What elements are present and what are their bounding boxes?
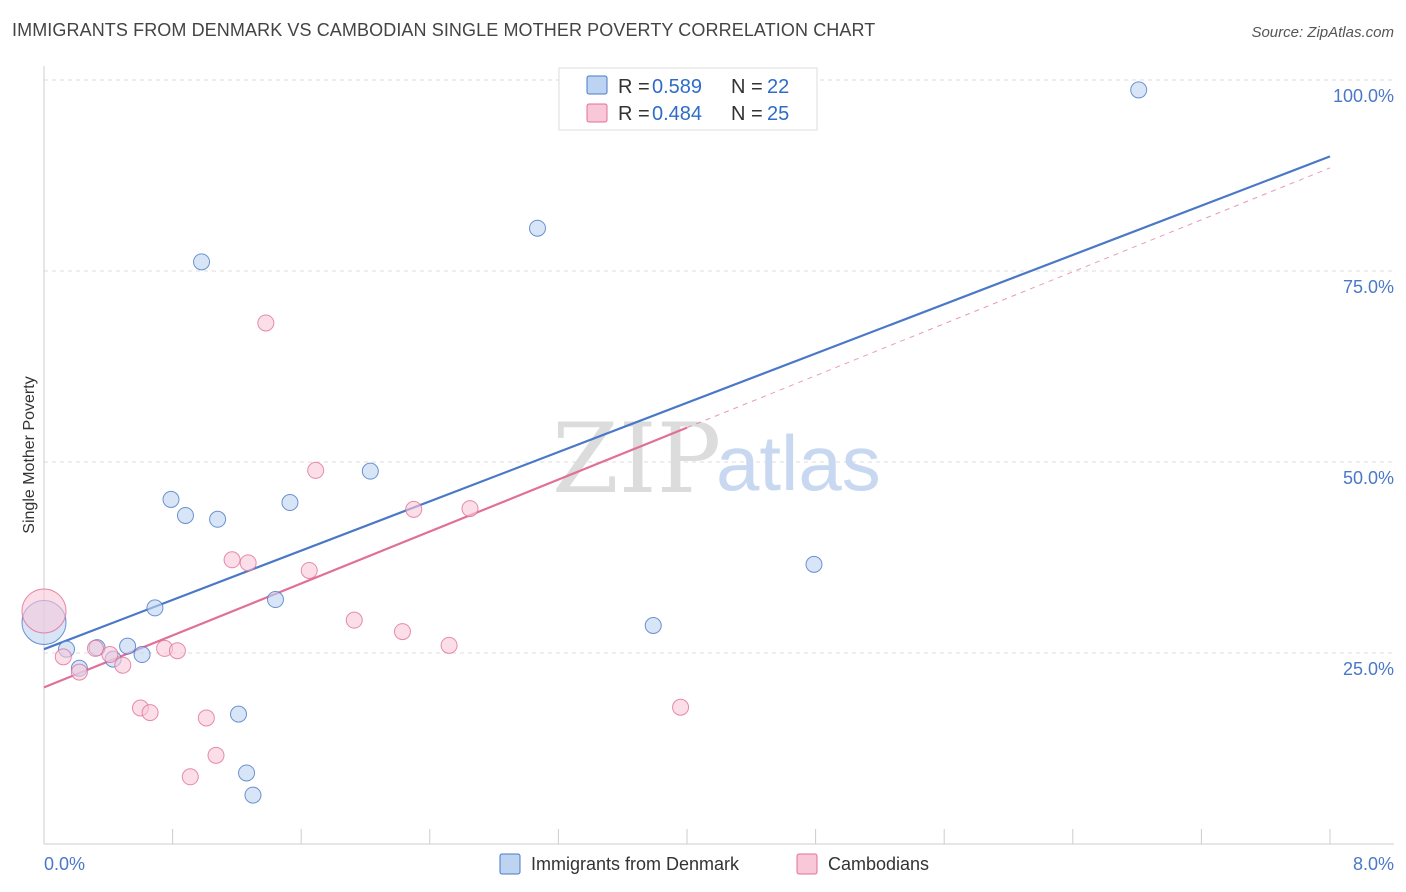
y-axis-title: Single Mother Poverty <box>21 376 38 533</box>
legend-n-label-denmark: N = <box>731 76 763 98</box>
watermark-atlas: atlas <box>716 419 881 507</box>
point-denmark-6 <box>133 646 151 664</box>
series-legend-swatch-cambodians <box>796 853 818 875</box>
stats-legend: R = 0.589 N = 22 R = 0.484 N = 25 <box>558 67 818 131</box>
x-tick-label-max: 8.0% <box>1353 854 1394 874</box>
legend-n-label-cambodians: N = <box>731 103 763 125</box>
point-denmark-18 <box>529 219 547 237</box>
trend-line-extension-cambodian <box>686 167 1331 429</box>
point-denmark-11 <box>209 510 227 528</box>
point-cambodian-11 <box>207 746 225 764</box>
point-denmark-20 <box>805 555 823 573</box>
point-cambodian-9 <box>168 642 186 660</box>
chart-title: IMMIGRANTS FROM DENMARK VS CAMBODIAN SIN… <box>12 20 876 40</box>
x-tick-label-min: 0.0% <box>44 854 85 874</box>
point-denmark-21 <box>1130 81 1148 99</box>
point-cambodian-7 <box>141 704 159 722</box>
source-label: Source: ZipAtlas.com <box>1251 24 1394 41</box>
scatter-points <box>21 79 1148 804</box>
point-cambodian-4 <box>101 646 119 664</box>
series-legend-label-denmark: Immigrants from Denmark <box>531 854 740 874</box>
point-cambodian-12 <box>181 768 199 786</box>
point-denmark-5 <box>119 637 137 655</box>
point-cambodian-15 <box>257 314 275 332</box>
point-denmark-13 <box>238 764 256 782</box>
y-tick-label-75: 75.0% <box>1343 277 1394 297</box>
point-cambodian-2 <box>70 663 88 681</box>
point-denmark-14 <box>244 786 262 804</box>
point-cambodian-24 <box>672 698 690 716</box>
series-legend-swatch-denmark <box>499 853 521 875</box>
point-denmark-19 <box>644 616 662 634</box>
series-legend-label-cambodians: Cambodians <box>828 854 929 874</box>
legend-r-value-denmark: 0.589 <box>652 76 702 98</box>
legend-swatch-cambodians <box>586 103 608 123</box>
legend-r-label-cambodians: R = <box>618 103 650 125</box>
point-denmark-10 <box>193 253 211 271</box>
point-cambodian-14 <box>239 554 257 572</box>
y-axis-tick-labels: 25.0% 50.0% 75.0% 100.0% <box>1333 86 1394 679</box>
point-cambodian-3 <box>86 639 104 657</box>
point-cambodian-21 <box>440 636 458 654</box>
x-axis-ticks <box>43 829 1331 844</box>
point-denmark-9 <box>176 506 194 524</box>
watermark-zip: ZIP <box>552 403 721 515</box>
point-cambodian-18 <box>345 611 363 629</box>
y-tick-label-100: 100.0% <box>1333 86 1394 106</box>
point-denmark-12 <box>230 705 248 723</box>
point-denmark-15 <box>266 591 284 609</box>
point-denmark-17 <box>361 462 379 480</box>
trend-line-denmark <box>43 155 1331 651</box>
point-denmark-16 <box>281 493 299 511</box>
legend-r-label-denmark: R = <box>618 76 650 98</box>
legend-n-value-cambodians: 25 <box>767 103 789 125</box>
legend-swatch-denmark <box>586 75 608 95</box>
point-cambodian-17 <box>307 461 325 479</box>
point-cambodian-16 <box>300 561 318 579</box>
point-denmark-7 <box>146 599 164 617</box>
point-denmark-8 <box>162 490 180 508</box>
legend-r-value-cambodians: 0.484 <box>652 103 702 125</box>
point-cambodian-19 <box>393 623 411 641</box>
y-tick-label-50: 50.0% <box>1343 468 1394 488</box>
trend-lines <box>43 155 1331 689</box>
point-cambodian-1 <box>54 648 72 666</box>
series-legend: Immigrants from Denmark Cambodians <box>499 853 929 875</box>
trend-line-cambodian <box>43 426 688 689</box>
point-cambodian-20 <box>405 500 423 518</box>
point-cambodian-13 <box>223 551 241 569</box>
point-cambodian-5 <box>114 656 132 674</box>
point-cambodian-10 <box>197 709 215 727</box>
y-tick-label-25: 25.0% <box>1343 659 1394 679</box>
legend-n-value-denmark: 22 <box>767 76 789 98</box>
point-cambodian-0 <box>21 588 67 634</box>
point-cambodian-22 <box>461 500 479 518</box>
